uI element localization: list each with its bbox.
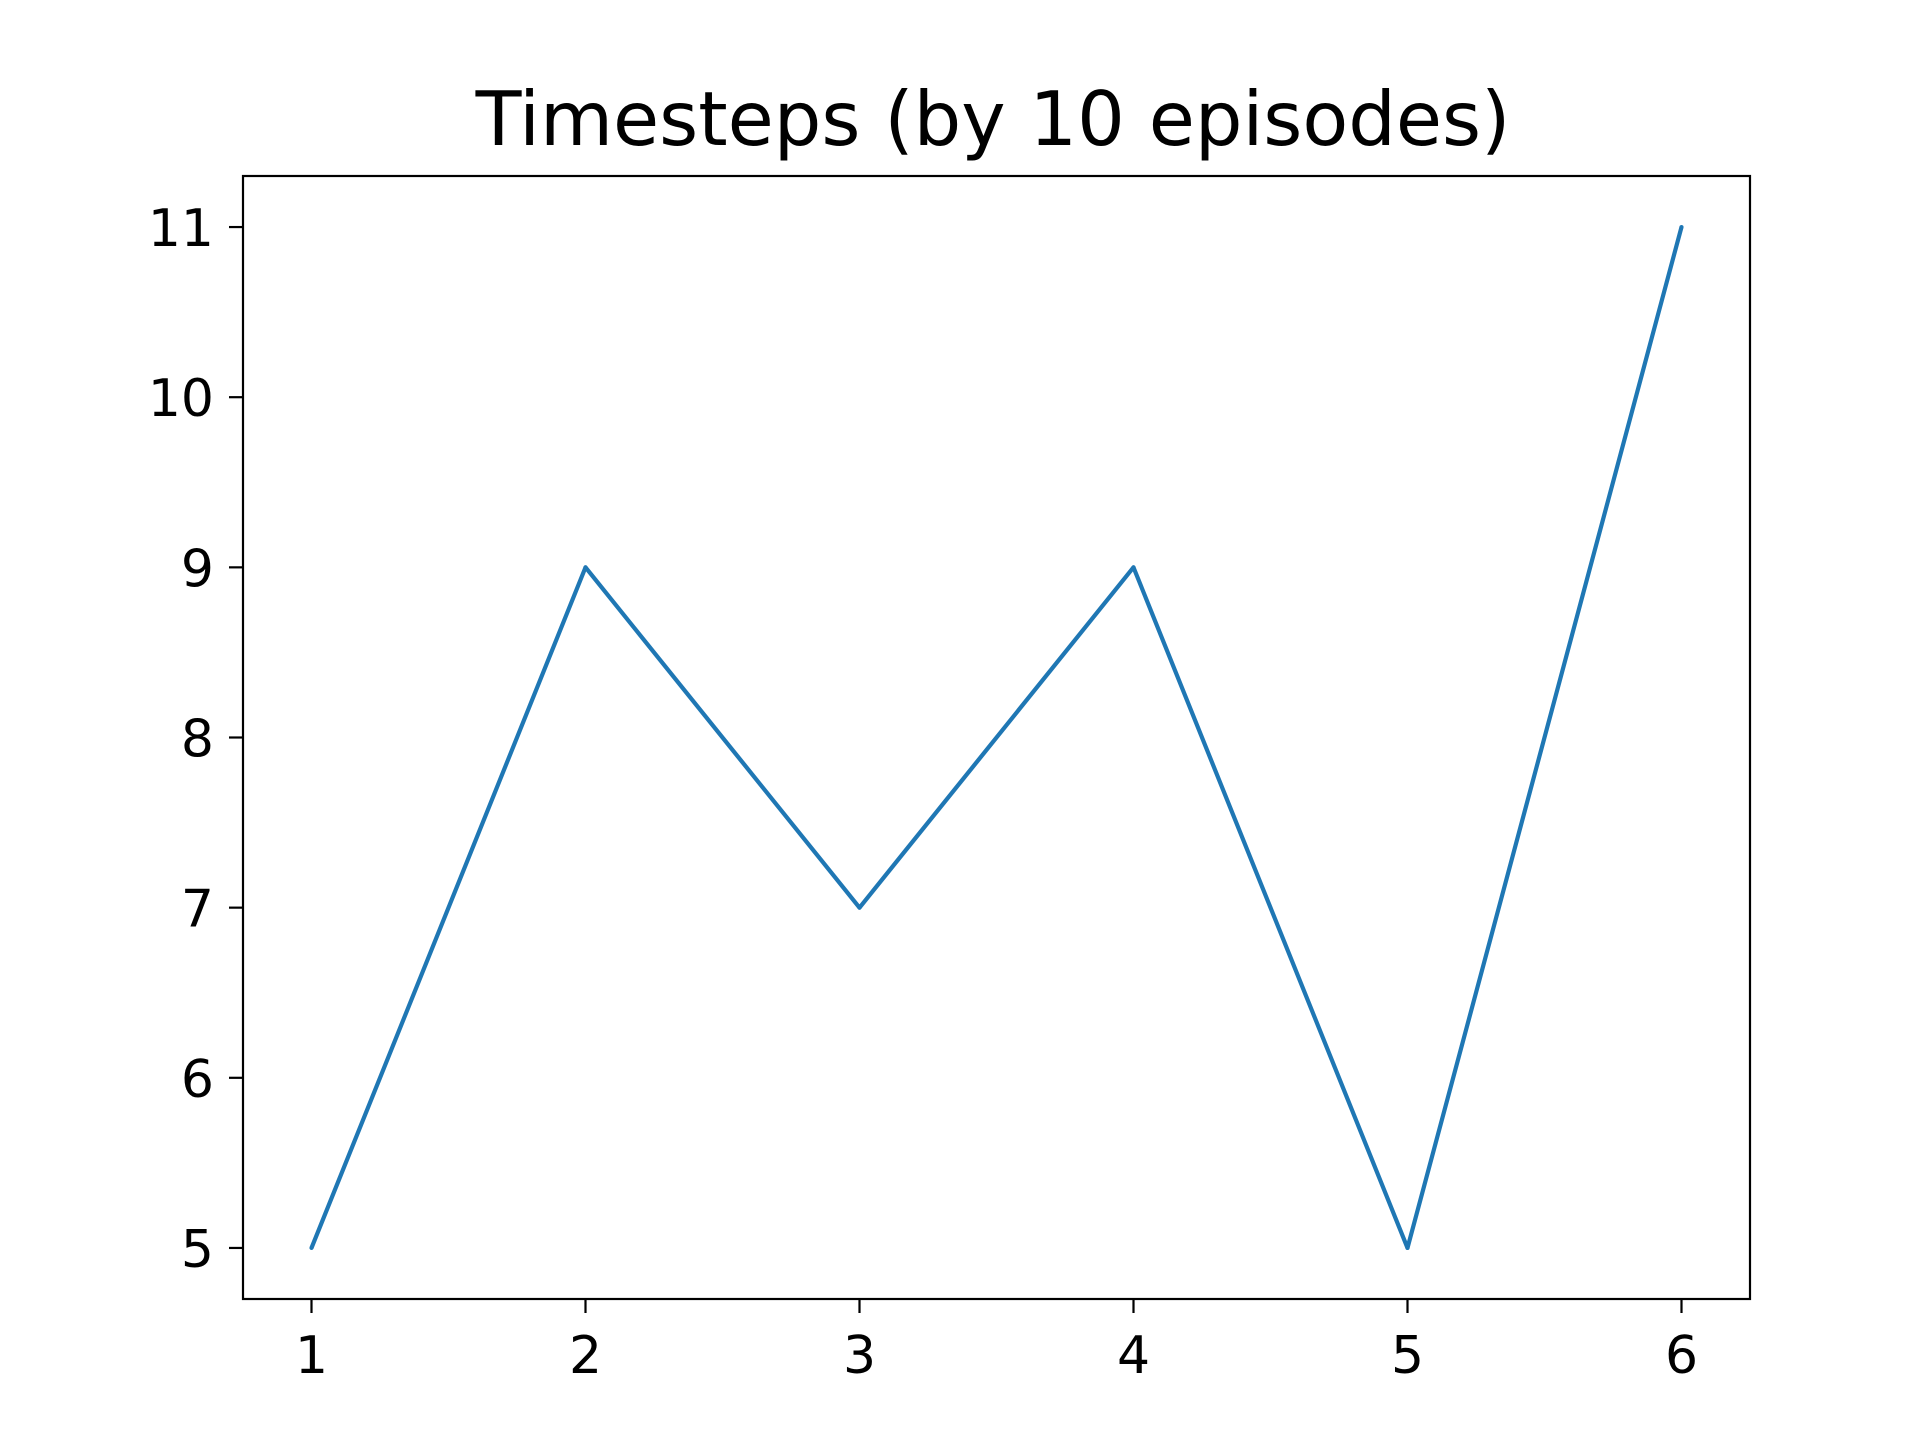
series-line-1 xyxy=(309,226,1684,1251)
y-tick-label-9: 9 xyxy=(181,539,214,599)
x-tick-label-4: 4 xyxy=(1117,1326,1150,1386)
plot-area: 1 2 3 4 5 6 5 6 7 8 9 10 11 xyxy=(148,174,1752,1386)
x-tick-label-5: 5 xyxy=(1391,1326,1424,1386)
data-point-1-4 xyxy=(1131,565,1136,570)
data-point-1-5 xyxy=(1405,1245,1410,1251)
x-tick-label-2: 2 xyxy=(569,1326,602,1386)
data-point-1-3 xyxy=(857,905,862,910)
y-tick-label-11: 11 xyxy=(148,199,214,259)
data-point-1-6 xyxy=(1679,224,1684,230)
data-point-1-1 xyxy=(309,1245,314,1251)
chart-title: Timesteps (by 10 episodes) xyxy=(475,75,1511,163)
x-tick-label-3: 3 xyxy=(843,1326,876,1386)
y-tick-label-6: 6 xyxy=(181,1050,214,1110)
y-tick-label-10: 10 xyxy=(148,369,214,429)
y-tick-label-5: 5 xyxy=(181,1220,214,1280)
x-tick-label-1: 1 xyxy=(295,1326,328,1386)
y-tick-label-7: 7 xyxy=(181,880,214,940)
y-tick-label-8: 8 xyxy=(181,710,214,770)
data-point-1-2 xyxy=(583,565,588,570)
x-tick-label-6: 6 xyxy=(1665,1326,1698,1386)
